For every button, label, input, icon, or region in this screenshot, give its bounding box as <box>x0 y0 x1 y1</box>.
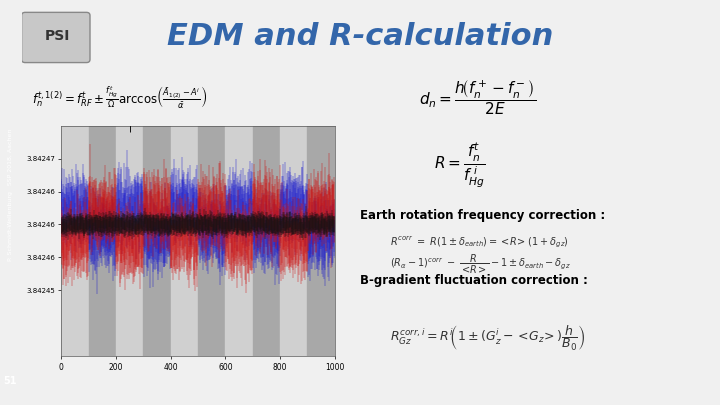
FancyBboxPatch shape <box>22 13 90 63</box>
Bar <box>280 126 307 356</box>
Text: 51: 51 <box>4 376 17 386</box>
Bar <box>225 126 253 356</box>
Text: $(R_\alpha-1)^{corr}\ -\ \dfrac{R}{<\!R\!>} - 1 \pm \delta_{earth} - \delta_{gz}: $(R_\alpha-1)^{corr}\ -\ \dfrac{R}{<\!R\… <box>390 253 570 276</box>
Text: PSI: PSI <box>45 29 71 43</box>
Text: $d_n = \dfrac{h\!\left(f_n^+ - f_n^-\right)}{2E}$: $d_n = \dfrac{h\!\left(f_n^+ - f_n^-\rig… <box>419 78 536 117</box>
Bar <box>116 126 143 356</box>
Text: Earth rotation frequency correction :: Earth rotation frequency correction : <box>360 209 606 222</box>
Bar <box>307 126 335 356</box>
Text: EDM and R-calculation: EDM and R-calculation <box>167 22 553 51</box>
Bar <box>198 126 225 356</box>
Bar <box>253 126 280 356</box>
Text: P. Schmidt-Wellenburg   SSP 2018, Aachen: P. Schmidt-Wellenburg SSP 2018, Aachen <box>8 128 12 260</box>
Text: $R_{Gz}^{corr,i} = R^i\!\left(1\pm(G_z^i - <\!G_z\!>)\dfrac{h}{B_0}\right)$: $R_{Gz}^{corr,i} = R^i\!\left(1\pm(G_z^i… <box>390 324 585 353</box>
Bar <box>89 126 116 356</box>
Text: $R = \dfrac{f_n^t}{f_{Hg}^{\ i}}$: $R = \dfrac{f_n^t}{f_{Hg}^{\ i}}$ <box>433 141 485 190</box>
Bar <box>61 126 89 356</box>
Text: $R^{corr}\ =\ R(1\pm\delta_{earth}) = <\!R\!>\,(1+\delta_{gz})$: $R^{corr}\ =\ R(1\pm\delta_{earth}) = <\… <box>390 234 568 249</box>
Text: B-gradient fluctuation correction :: B-gradient fluctuation correction : <box>360 274 588 287</box>
Bar <box>171 126 198 356</box>
Text: $f_n^{t,1(2)} = f_{RF}^t \pm \frac{f_{Hg}^t}{\Omega}\arccos\!\left(\frac{\bar{A}: $f_n^{t,1(2)} = f_{RF}^t \pm \frac{f_{Hg… <box>32 85 207 111</box>
Bar <box>143 126 171 356</box>
